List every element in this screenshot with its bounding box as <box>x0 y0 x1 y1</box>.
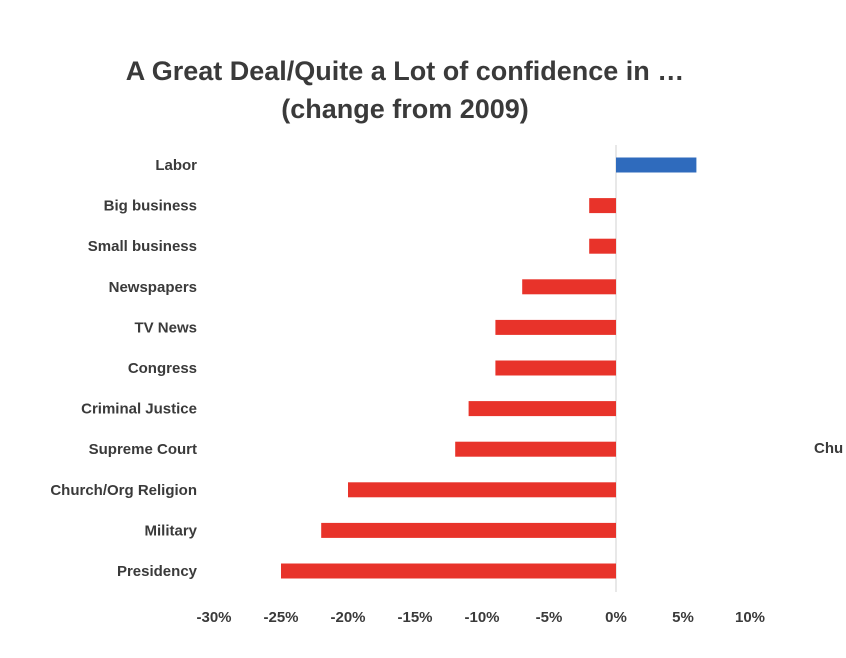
bar-congress <box>495 360 616 376</box>
x-tick-label: 10% <box>735 609 765 626</box>
bar-criminal-justice <box>468 401 616 417</box>
bar-tv-news <box>495 319 616 335</box>
chart-subtitle: (change from 2009) <box>281 94 529 124</box>
clipped-label-text: Chu <box>814 440 844 457</box>
bar-big-business <box>589 198 616 214</box>
bar-supreme-court <box>455 441 616 457</box>
category-label: Criminal Justice <box>81 401 197 418</box>
bar-presidency <box>281 563 616 579</box>
category-label: Newspapers <box>109 279 197 296</box>
category-label: Labor <box>155 157 197 174</box>
category-label: TV News <box>134 319 197 336</box>
x-tick-label: -10% <box>464 609 499 626</box>
category-label: Congress <box>128 360 197 377</box>
category-label: Presidency <box>117 563 198 580</box>
x-tick-label: -30% <box>196 609 231 626</box>
bar-military <box>321 522 616 538</box>
x-tick-label: -20% <box>330 609 365 626</box>
category-label: Small business <box>88 238 197 255</box>
x-tick-label: -25% <box>263 609 298 626</box>
x-tick-label: -15% <box>397 609 432 626</box>
bar-small-business <box>589 238 616 254</box>
bar-newspapers <box>522 279 616 295</box>
category-label: Big business <box>104 198 197 215</box>
chart-title: A Great Deal/Quite a Lot of confidence i… <box>0 52 810 128</box>
x-tick-label: 0% <box>605 609 627 626</box>
bar-labor <box>616 157 697 173</box>
x-tick-label: 5% <box>672 609 694 626</box>
bar-church-org-religion <box>348 482 616 498</box>
category-label: Supreme Court <box>89 441 197 458</box>
x-tick-label: -5% <box>536 609 563 626</box>
category-label: Church/Org Religion <box>50 482 197 499</box>
chart-title-line1: A Great Deal/Quite a Lot of confidence i… <box>125 56 685 86</box>
category-label: Military <box>144 522 197 539</box>
